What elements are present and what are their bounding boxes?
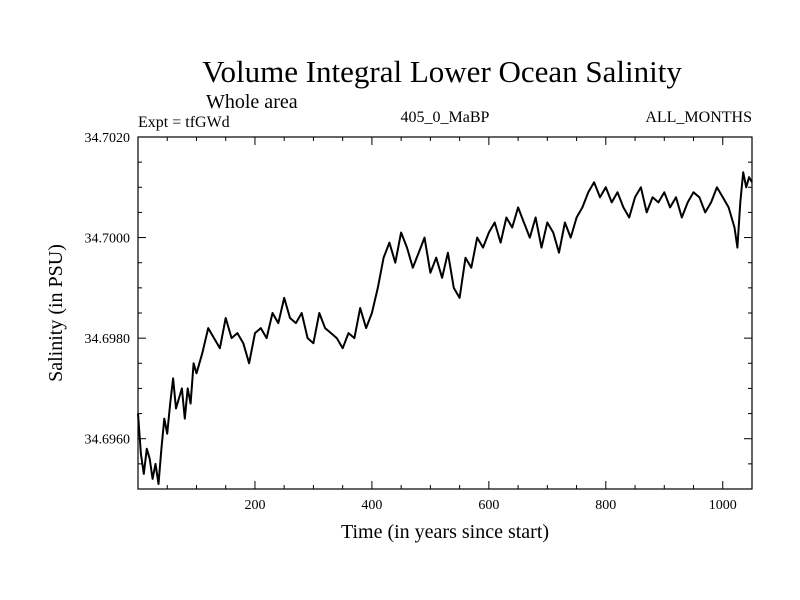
x-tick-label: 600 [478,498,499,513]
y-tick-label: 34.6980 [85,332,131,347]
x-tick-label: 400 [361,498,382,513]
experiment-label: Expt = tfGWd [138,114,230,131]
y-axis: 34.6960 34.6980 34.7000 34.7020 [85,131,752,465]
months-label: ALL_MONTHS [645,109,752,126]
run-label: 405_0_MaBP [401,109,490,126]
y-tick-label: 34.7020 [85,131,131,146]
x-axis-label: Time (in years since start) [341,521,549,543]
y-tick-label: 34.6960 [85,433,131,448]
plot-frame [137,136,753,490]
chart-subtitle: Whole area [206,91,298,113]
y-axis-label: Salinity (in PSU) [45,244,67,382]
x-tick-label: 800 [595,498,616,513]
salinity-series-line [137,171,753,485]
y-tick-label: 34.7000 [85,232,131,247]
x-tick-label: 1000 [709,498,737,513]
x-axis: 200 400 600 800 1000 [166,137,737,513]
chart-title: Volume Integral Lower Ocean Salinity [202,54,682,89]
x-tick-label: 200 [244,498,265,513]
